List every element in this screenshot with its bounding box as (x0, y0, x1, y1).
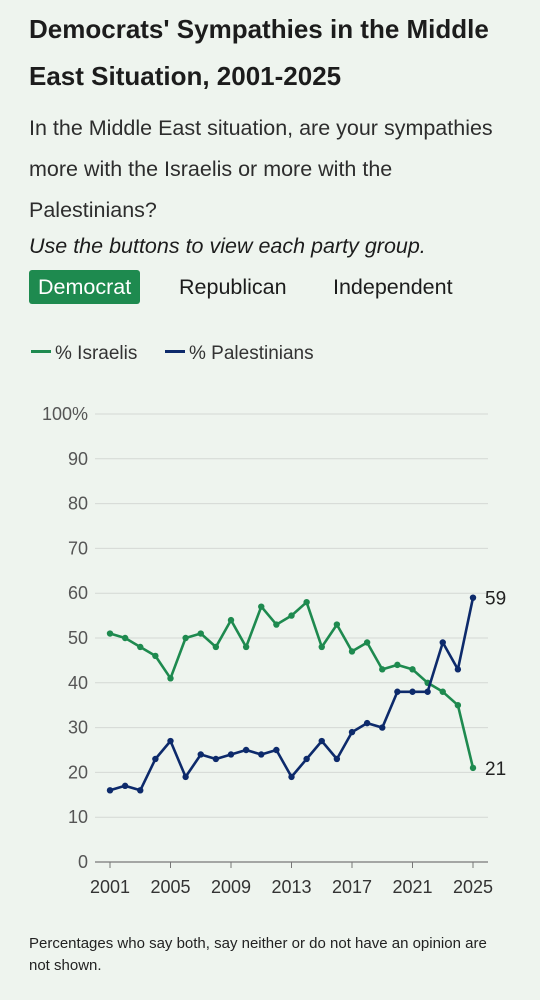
data-point (258, 751, 265, 758)
data-point (363, 719, 371, 727)
series-line-palestinians (109, 597, 475, 792)
data-point (242, 746, 250, 754)
data-point (333, 755, 341, 763)
data-point (348, 648, 356, 655)
tab-independent[interactable]: Independent (333, 275, 453, 299)
y-tick-label: 0 (78, 852, 88, 872)
data-point (439, 688, 446, 695)
x-tick-label: 2013 (271, 877, 311, 897)
data-point (106, 630, 114, 637)
data-point (273, 621, 280, 628)
instructions-text: Use the buttons to view each party group… (29, 234, 426, 258)
data-point (303, 598, 310, 606)
data-point (379, 724, 386, 731)
end-value-label: 59 (485, 589, 506, 610)
data-point (363, 639, 371, 646)
data-point (106, 787, 114, 794)
data-point (394, 688, 401, 695)
data-point (394, 661, 401, 669)
data-point (469, 764, 477, 772)
data-point (454, 702, 462, 709)
data-point (424, 688, 431, 695)
y-tick-label: 70 (68, 538, 88, 558)
y-tick-label: 100% (42, 404, 88, 424)
survey-question: In the Middle East situation, are your s… (29, 116, 493, 222)
legend-label-israelis: % Israelis (55, 343, 138, 364)
data-point (121, 782, 129, 790)
y-tick-label: 20 (68, 762, 88, 782)
x-tick-label: 2009 (211, 877, 251, 897)
x-tick-label: 2005 (150, 877, 190, 897)
data-point (318, 737, 325, 745)
end-value-label: 21 (485, 759, 506, 780)
data-point (212, 755, 220, 763)
data-point (288, 773, 295, 781)
series-line-israelis (109, 600, 475, 769)
data-point (454, 666, 462, 673)
data-point (152, 652, 159, 660)
data-point (212, 643, 220, 651)
data-point (182, 773, 189, 781)
data-point (469, 594, 477, 601)
legend-item-israelis: % Israelis (31, 343, 137, 365)
x-tick-label: 2025 (453, 877, 493, 897)
data-point (258, 603, 265, 610)
data-point (242, 643, 250, 651)
data-point (409, 666, 416, 673)
data-point (152, 755, 159, 763)
data-point (197, 630, 204, 637)
data-point (348, 728, 356, 736)
footnote: Percentages who say both, say neither or… (29, 935, 487, 974)
y-tick-label: 40 (68, 673, 88, 693)
data-point (318, 643, 325, 651)
data-point (273, 746, 280, 754)
data-point (379, 666, 386, 673)
x-tick-label: 2017 (332, 877, 372, 897)
data-point (137, 787, 144, 794)
y-tick-label: 10 (68, 807, 88, 827)
tab-democrat[interactable]: Democrat (29, 270, 141, 304)
y-tick-label: 50 (68, 628, 88, 648)
y-tick-label: 80 (68, 494, 88, 514)
chart-title: Democrats' Sympathies in the Middle East… (29, 14, 489, 91)
y-tick-label: 60 (68, 583, 88, 603)
tab-republican[interactable]: Republican (179, 275, 287, 299)
data-point (439, 639, 446, 646)
x-tick-label: 2021 (392, 877, 432, 897)
legend-swatch-palestinians (165, 350, 185, 354)
data-point (167, 737, 174, 745)
data-point (409, 688, 416, 695)
y-tick-label: 90 (68, 449, 88, 469)
data-point (167, 675, 174, 682)
legend-item-palestinians: % Palestinians (165, 343, 314, 365)
line-chart: 0 10 20 30 40 50 60 70 80 90 100% 2001 2005 2009 2013 2… (42, 404, 506, 897)
legend-swatch-israelis (31, 350, 51, 354)
data-point (137, 643, 144, 651)
x-tick-label: 2001 (90, 877, 130, 897)
data-point (227, 616, 235, 624)
data-point (197, 751, 204, 758)
data-point (121, 634, 129, 642)
data-point (303, 755, 310, 763)
y-tick-label: 30 (68, 718, 88, 738)
data-point (182, 634, 189, 642)
data-point (227, 751, 235, 758)
legend-label-palestinians: % Palestinians (189, 343, 314, 364)
data-point (333, 621, 341, 628)
data-point (288, 612, 295, 619)
